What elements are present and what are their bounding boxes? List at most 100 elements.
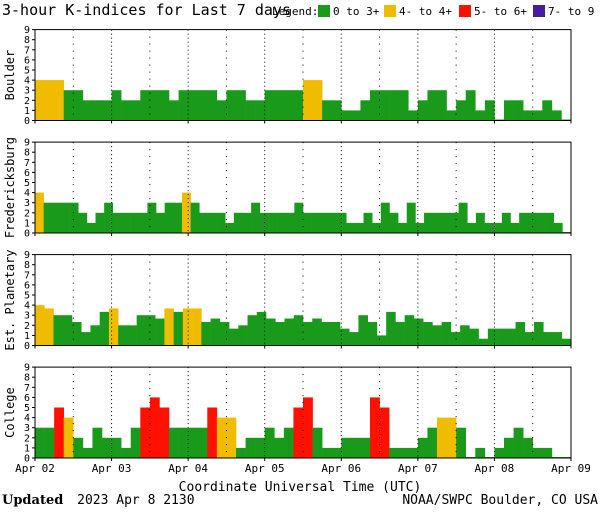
bar [264,90,275,121]
bar [294,202,304,233]
chart-title: 3-hour K-indices for Last 7 days [2,1,291,19]
legend: Legend: 0 to 3+ 4- to 4+ 5- to 6+ 7- to 9 [272,5,594,18]
bar [207,407,218,458]
bar [226,90,237,121]
y-tick-label: 0 [24,229,30,240]
bar [450,332,461,346]
bar [484,222,494,233]
bar [303,321,313,346]
bar [63,90,74,121]
legend-item-1: 4- to 4+ [399,5,452,18]
bar [236,447,246,458]
bar [169,427,179,458]
bar [350,437,361,458]
bar [513,427,524,458]
bar [432,212,442,233]
bar [311,212,321,233]
bar [475,447,486,458]
bar [81,332,91,346]
bar [527,212,537,233]
bar [130,100,141,121]
bar [322,447,333,458]
bar [225,222,235,233]
bar [255,437,266,458]
bar [467,222,477,233]
bar [251,202,261,233]
bar [386,311,396,346]
y-tick-label: 9 [24,138,30,149]
bar [494,119,505,121]
bar [446,417,457,458]
y-tick-label: 6 [24,393,30,404]
y-tick-label: 6 [24,280,30,291]
bar [277,212,287,233]
y-tick-label: 5 [24,66,30,77]
y-tick-label: 0 [24,341,30,352]
bar [389,212,399,233]
panel-ylabel: College [3,387,17,438]
panel-ylabel: Fredericksburg [3,137,17,238]
bar [164,202,174,233]
bar [398,90,409,121]
bar [370,90,380,121]
panel-frame [34,29,572,122]
legend-item-2: 5- to 6+ [474,5,527,18]
bar [62,315,73,346]
y-tick-label: 6 [24,55,30,66]
bar [523,110,534,121]
footer-updated-value: 2023 Apr 8 2130 [77,493,194,508]
panel-ylabel: Boulder [3,50,17,101]
bar [370,397,380,458]
bar [102,100,112,121]
y-tick-label: 8 [24,35,30,46]
bar [108,308,119,346]
bar [159,90,170,121]
bar [71,321,82,346]
y-tick-label: 1 [24,443,30,454]
bar [406,202,416,233]
bar [545,212,555,233]
x-axis-title: Coordinate Universal Time (UTC) [179,480,422,495]
bar [427,427,438,458]
bar [376,335,387,346]
bar [173,202,183,233]
legend-item-3: 7- to 9 [548,5,594,18]
bar [523,437,534,458]
bar [475,110,486,121]
y-tick-label: 3 [24,423,30,434]
bar [35,80,45,121]
bar [561,338,572,346]
bar [437,90,447,121]
bar [216,100,227,121]
bar [551,110,562,121]
bar [536,212,546,233]
y-tick-label: 6 [24,168,30,179]
bar [130,212,140,233]
y-tick-label: 4 [24,301,30,312]
bar [95,212,105,233]
bar [43,202,53,233]
bar [60,202,70,233]
bar [78,212,88,233]
bar [510,222,520,233]
bar [156,212,165,233]
bar [341,437,352,458]
bar [264,427,275,458]
y-tick-label: 0 [24,454,30,465]
bar [346,222,356,233]
bar [210,318,221,346]
bar [303,397,313,458]
bar [121,212,131,233]
y-tick-label: 9 [24,25,30,36]
bar [284,318,295,346]
bar [398,447,409,458]
bar [197,90,208,121]
bar [229,328,239,346]
bar [121,100,132,121]
bar [255,100,266,121]
bar [389,90,400,121]
